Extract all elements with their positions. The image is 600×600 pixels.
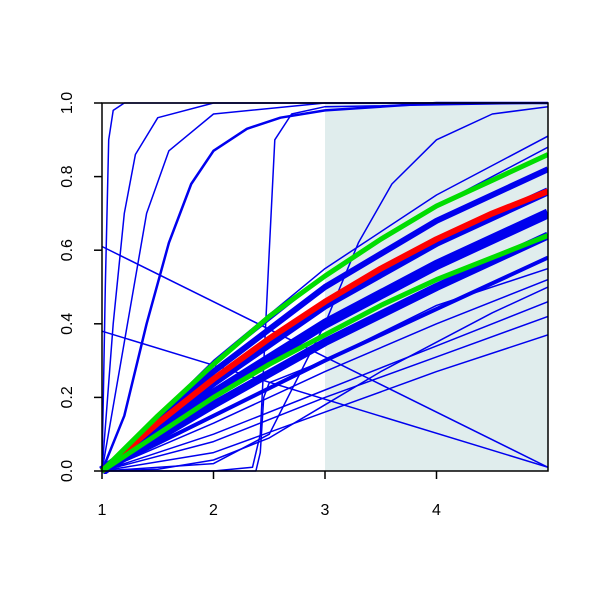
series-line [101,334,548,472]
x-tick-label: 4 [432,502,441,519]
y-tick-label: 0.0 [59,460,76,482]
series-line [101,286,548,472]
y-tick-label: 1.0 [59,92,76,114]
series-line [101,245,548,468]
y-tick-label: 0.8 [59,165,76,187]
series-line [102,102,548,472]
y-tick-label: 0.2 [59,386,76,408]
series-line [100,152,548,473]
x-tick-label: 3 [321,502,330,519]
series-line [101,301,548,472]
series-line [99,231,548,474]
series-line [101,315,548,472]
series-line [101,278,548,472]
series-line [100,188,548,474]
y-tick-label: 0.6 [59,239,76,261]
series-line [101,255,548,473]
series-line [100,233,548,474]
series-line [100,101,548,472]
series-line [101,105,548,472]
series-line [101,330,548,469]
x-tick-label: 1 [98,502,107,519]
y-tick-label: 0.4 [59,313,76,335]
x-tick-label: 2 [209,502,218,519]
